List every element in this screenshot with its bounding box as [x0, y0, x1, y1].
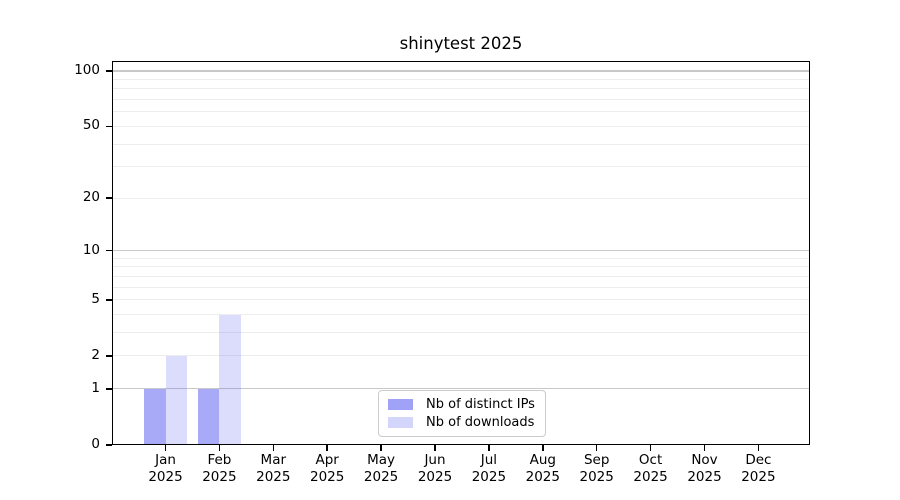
- x-axis-tick-label: Dec 2025: [726, 452, 790, 485]
- x-axis-month-label: Mar: [260, 452, 287, 468]
- x-axis-tick: [488, 445, 490, 451]
- y-axis-tick: [106, 355, 112, 357]
- x-axis-tick-label: Nov 2025: [673, 452, 737, 485]
- gridline: [112, 78, 810, 80]
- x-axis-tick-label: Jul 2025: [457, 452, 521, 485]
- x-axis-tick-label: Jan 2025: [134, 452, 198, 485]
- legend-swatch: [388, 399, 413, 411]
- gridline: [112, 88, 810, 90]
- x-axis-year-label: 2025: [202, 468, 237, 485]
- x-axis-tick: [649, 445, 652, 451]
- x-axis-year-label: 2025: [687, 468, 722, 485]
- bar-nb-of-distinct-ips: [144, 388, 166, 444]
- gridline: [112, 257, 810, 259]
- gridline: [112, 166, 810, 168]
- x-axis-tick: [595, 445, 598, 451]
- legend: Nb of distinct IPs Nb of downloads: [378, 390, 546, 437]
- x-axis-month-label: Feb: [207, 452, 232, 468]
- y-axis-tick-label: 20: [82, 189, 100, 206]
- x-axis-month-label: Aug: [529, 452, 556, 468]
- x-axis-month-label: Oct: [638, 452, 663, 468]
- gridline: [112, 111, 810, 113]
- x-axis-year-label: 2025: [471, 468, 507, 485]
- gridline: [112, 314, 810, 316]
- y-axis-tick-label: 2: [91, 346, 100, 363]
- y-axis-tick: [106, 444, 112, 446]
- x-axis-tick: [434, 445, 436, 451]
- y-axis-tick-label: 50: [82, 117, 100, 134]
- legend-label: Nb of distinct IPs: [426, 397, 535, 413]
- gridline: [112, 70, 810, 72]
- y-axis-tick: [106, 197, 112, 200]
- x-axis-tick: [703, 445, 706, 451]
- x-axis-year-label: 2025: [310, 468, 345, 485]
- gridline: [112, 266, 810, 268]
- x-axis-month-label: May: [367, 452, 396, 468]
- x-axis-tick: [272, 445, 275, 451]
- x-axis-tick: [757, 445, 760, 451]
- y-axis-tick: [106, 125, 112, 128]
- x-axis-month-label: Nov: [691, 452, 718, 468]
- x-axis-month-label: Jan: [155, 452, 176, 468]
- y-axis-tick-label: 0: [91, 436, 100, 452]
- x-axis-year-label: 2025: [363, 468, 399, 485]
- y-axis-tick-label: 5: [91, 290, 100, 307]
- bar-nb-of-distinct-ips: [197, 388, 220, 444]
- x-axis-tick-label: Feb 2025: [187, 452, 251, 485]
- x-axis-tick: [380, 445, 382, 451]
- legend-row: Nb of distinct IPs: [388, 397, 536, 412]
- chart-title: shinytest 2025: [399, 34, 523, 53]
- gridline: [112, 286, 810, 288]
- gridline: [112, 299, 810, 301]
- y-axis-tick-label: 10: [82, 241, 100, 258]
- x-axis-year-label: 2025: [633, 468, 668, 485]
- x-axis-year-label: 2025: [525, 468, 560, 485]
- gridline: [112, 388, 810, 390]
- y-axis-tick-label: 1: [91, 379, 100, 396]
- y-axis-tick: [106, 298, 112, 301]
- y-axis-tick-label: 100: [74, 62, 100, 78]
- x-axis-tick: [218, 445, 221, 451]
- x-axis-month-label: Apr: [315, 452, 339, 468]
- x-axis-year-label: 2025: [417, 468, 453, 485]
- y-axis-tick: [106, 70, 112, 72]
- x-axis-month-label: Jun: [424, 452, 446, 468]
- legend-label: Nb of downloads: [426, 414, 535, 430]
- x-axis-month-label: Jul: [480, 452, 498, 468]
- gridline: [112, 197, 810, 199]
- gridline: [112, 250, 810, 252]
- x-axis-year-label: 2025: [741, 468, 776, 485]
- x-axis-tick: [542, 445, 544, 451]
- legend-swatch: [388, 416, 413, 428]
- x-axis-tick: [326, 445, 328, 451]
- x-axis-tick-label: Mar 2025: [241, 452, 305, 485]
- x-axis-month-label: Dec: [745, 452, 772, 468]
- x-axis-tick-label: Oct 2025: [619, 452, 683, 485]
- x-axis-tick-label: Aug 2025: [511, 452, 575, 485]
- bar-nb-of-downloads: [165, 355, 187, 444]
- y-axis-tick: [106, 249, 112, 252]
- x-axis-year-label: 2025: [256, 468, 291, 485]
- x-axis-month-label: Sep: [583, 452, 610, 468]
- gridline: [112, 99, 810, 101]
- gridline: [112, 125, 810, 127]
- x-axis-tick-label: Jun 2025: [403, 452, 467, 485]
- y-axis-tick: [106, 388, 112, 390]
- bar-nb-of-downloads: [219, 314, 241, 444]
- legend-row: Nb of downloads: [388, 415, 536, 430]
- gridline: [112, 332, 810, 334]
- x-axis-tick-label: Apr 2025: [295, 452, 359, 485]
- x-axis-tick: [164, 445, 167, 451]
- x-axis-year-label: 2025: [579, 468, 614, 485]
- x-axis-tick-label: Sep 2025: [565, 452, 629, 485]
- gridline: [112, 143, 810, 145]
- x-axis-tick-label: May 2025: [349, 452, 413, 485]
- gridline: [112, 275, 810, 277]
- gridline: [112, 355, 810, 357]
- x-axis-year-label: 2025: [148, 468, 183, 485]
